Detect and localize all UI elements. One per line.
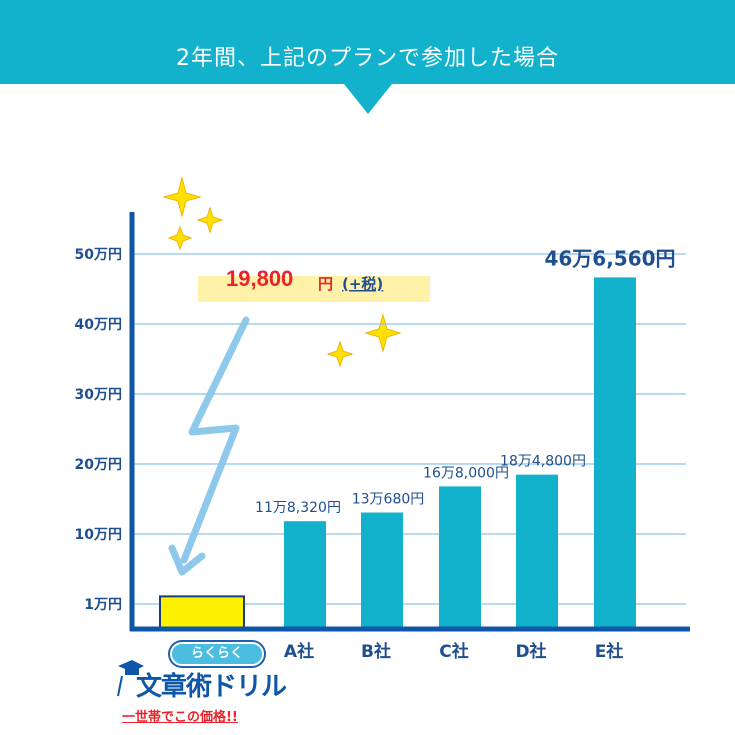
down-arrow-icon (168, 316, 250, 576)
bar (439, 486, 481, 629)
y-tick-label: 10万円 (75, 527, 122, 543)
bar-value-label: 13万680円 (352, 492, 425, 508)
bar (516, 474, 558, 629)
banner-pointer-arrow (344, 84, 392, 114)
x-category-label: A社 (284, 641, 314, 662)
x-axis-category-labels: A社 B社 C社 D社 E社 (284, 641, 623, 662)
highlight-tax-note: (+税) (342, 275, 383, 293)
x-category-label: B社 (361, 641, 391, 662)
bar-value-label: 11万8,320円 (255, 500, 341, 516)
price-highlight-band (198, 276, 430, 302)
y-tick-label: 20万円 (75, 457, 122, 473)
bars (159, 277, 636, 631)
y-tick-label: 50万円 (75, 247, 122, 263)
bar (284, 521, 326, 629)
bar-value-label: 46万6,560円 (544, 246, 675, 270)
header-banner: 2年間、上記のプランで参加した場合 (0, 0, 735, 84)
logo-name: 文章術ドリル (136, 672, 287, 702)
y-tick-label: 30万円 (75, 387, 122, 403)
y-tick-label: 40万円 (75, 317, 122, 333)
price-note: 一世帯でこの価格!! (122, 710, 238, 725)
bar-highlight (159, 595, 245, 631)
highlight-price-unit: 円 (318, 275, 333, 293)
banner-title: 2年間、上記のプランで参加した場合 (176, 46, 559, 71)
sparkle-icon (162, 176, 224, 251)
bar (361, 512, 403, 629)
x-category-label: C社 (439, 641, 468, 662)
y-tick-label: 1万円 (84, 597, 122, 613)
x-category-label: D社 (515, 641, 546, 662)
graduation-cap-icon (117, 660, 144, 697)
bar-value-label: 16万8,000円 (423, 465, 509, 481)
logo-tagline-pill: らくらく (170, 642, 264, 666)
highlight-price: 19,800 (226, 266, 293, 291)
y-axis-tick-labels: 1万円 10万円 20万円 30万円 40万円 50万円 (75, 247, 122, 613)
x-category-label: E社 (595, 641, 624, 662)
sparkle-icon (326, 313, 402, 368)
bar-value-label: 18万4,800円 (500, 454, 586, 470)
brand-logo: らくらく 文章術ドリル 一世帯でこの価格!! (114, 636, 314, 726)
bar (594, 277, 636, 629)
